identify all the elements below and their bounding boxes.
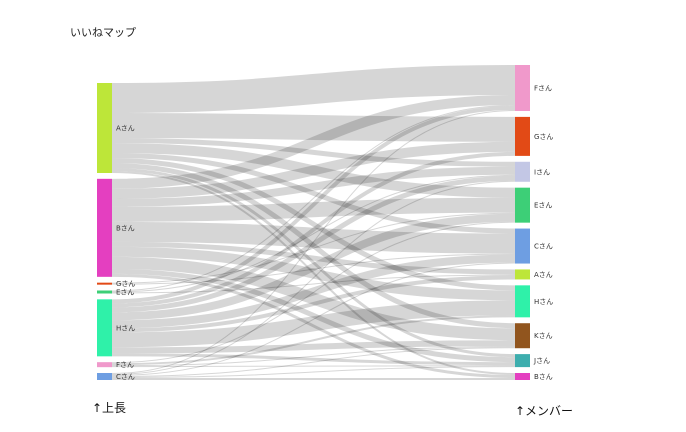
link-H-to-F <box>111 106 516 304</box>
source-node-H[interactable] <box>97 299 112 357</box>
source-node-B[interactable] <box>97 178 112 277</box>
link-E-to-I <box>111 174 516 293</box>
target-label-J: Jさん <box>533 357 550 365</box>
target-label-B: Bさん <box>534 373 553 381</box>
source-label-G: Gさん <box>116 280 135 288</box>
target-node-J[interactable] <box>515 354 530 368</box>
right-axis-label: ↑メンバー <box>515 404 574 418</box>
link-E-to-A <box>111 274 516 294</box>
target-node-A[interactable] <box>515 269 530 280</box>
target-label-A: Aさん <box>534 271 553 279</box>
source-node-A[interactable] <box>97 83 112 173</box>
target-label-H: Hさん <box>534 298 553 306</box>
link-H-to-H <box>111 300 516 348</box>
link-B-to-E <box>111 197 516 222</box>
target-label-K: Kさん <box>534 332 553 340</box>
link-A-to-B <box>111 171 516 375</box>
link-B-to-J <box>111 268 516 363</box>
link-H-to-J <box>111 353 516 366</box>
source-label-E: Eさん <box>116 289 134 297</box>
source-node-C[interactable] <box>97 373 112 380</box>
link-A-to-K <box>111 163 516 329</box>
target-node-C[interactable] <box>515 228 530 264</box>
target-node-K[interactable] <box>515 323 530 349</box>
target-node-B[interactable] <box>515 373 530 380</box>
link-A-to-I <box>111 138 516 167</box>
link-F-to-K <box>111 346 516 367</box>
link-F-to-E <box>111 221 516 364</box>
link-F-to-J <box>111 365 516 368</box>
link-B-to-F <box>111 95 516 189</box>
link-A-to-E <box>111 143 516 198</box>
source-label-A: Aさん <box>116 125 135 133</box>
link-A-to-H <box>111 158 516 291</box>
source-node-E[interactable] <box>97 290 112 294</box>
target-label-E: Eさん <box>534 202 552 210</box>
link-G-to-C <box>111 253 516 285</box>
target-node-G[interactable] <box>515 116 530 156</box>
source-node-G[interactable] <box>97 282 112 285</box>
link-C-to-J <box>111 366 516 378</box>
target-node-E[interactable] <box>515 187 530 223</box>
link-B-to-C <box>111 221 516 254</box>
link-H-to-I <box>111 175 516 313</box>
target-node-H[interactable] <box>515 285 530 318</box>
target-label-C: Cさん <box>534 243 553 251</box>
source-node-F[interactable] <box>97 362 112 368</box>
target-label-F: Fさん <box>534 85 552 93</box>
link-A-to-C <box>111 153 516 234</box>
link-C-to-F <box>111 110 516 374</box>
link-F-to-H <box>111 315 516 366</box>
link-B-to-H <box>111 246 516 301</box>
link-A-to-F <box>111 65 516 113</box>
target-node-F[interactable] <box>515 65 530 111</box>
link-H-to-K <box>111 340 516 354</box>
link-B-to-K <box>111 256 516 341</box>
target-node-I[interactable] <box>515 161 530 182</box>
target-label-I: Iさん <box>534 168 550 176</box>
link-G-to-E <box>111 212 516 284</box>
link-C-to-I <box>111 180 516 375</box>
link-B-to-I <box>111 166 516 207</box>
link-A-to-J <box>111 168 516 358</box>
link-C-to-C <box>111 262 516 376</box>
link-B-to-A <box>111 241 516 275</box>
link-B-to-B <box>111 273 516 378</box>
chart-title: いいねマップ <box>70 26 136 39</box>
link-H-to-E <box>111 213 516 321</box>
link-C-to-K <box>111 347 516 377</box>
link-H-to-G <box>111 151 516 308</box>
source-label-F: Fさん <box>116 361 134 369</box>
source-label-B: Bさん <box>116 224 135 232</box>
link-H-to-C <box>111 254 516 329</box>
link-E-to-F <box>111 105 516 292</box>
source-label-C: Cさん <box>116 373 135 381</box>
link-A-to-G <box>111 113 516 142</box>
target-label-G: Gさん <box>534 133 553 141</box>
source-label-H: Hさん <box>116 324 135 332</box>
left-axis-label: ↑上長 <box>92 401 127 415</box>
link-H-to-A <box>111 275 516 333</box>
link-B-to-G <box>111 141 516 199</box>
